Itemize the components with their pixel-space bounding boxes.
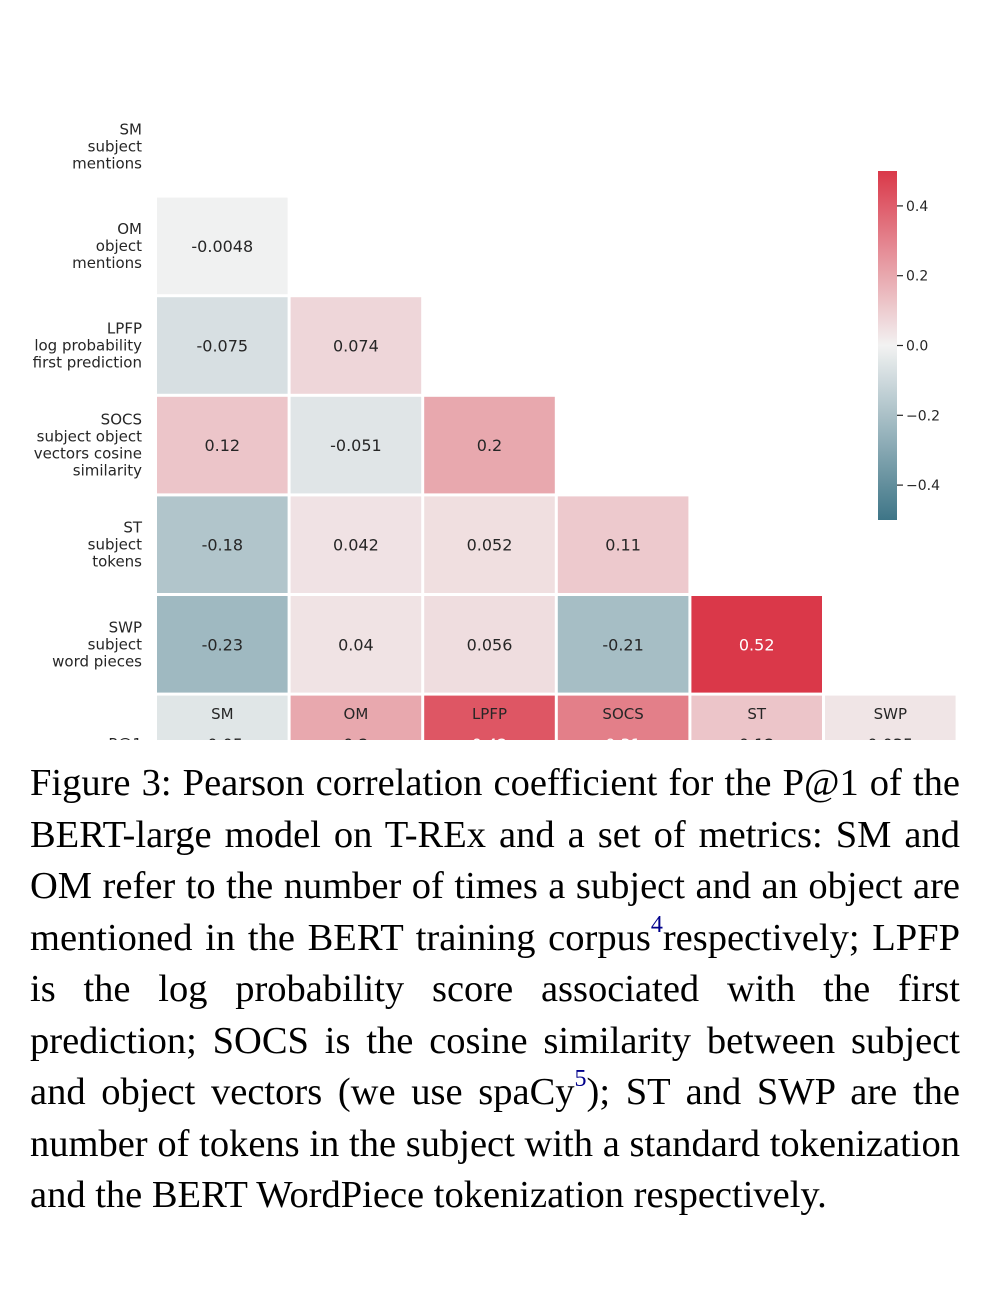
row-label: vectors cosine <box>34 445 142 463</box>
cell-label: 0.11 <box>605 536 641 555</box>
row-label: first prediction <box>33 354 142 372</box>
figure-label: Figure 3: <box>30 762 172 804</box>
heatmap-cell <box>290 596 422 693</box>
heatmap-cell <box>424 496 555 593</box>
row-label: P@1 <box>108 735 142 740</box>
cell-label: 0.2 <box>343 735 368 740</box>
heatmap-cell <box>424 695 555 740</box>
row-label: log probability <box>34 337 142 355</box>
cell-label: 0.31 <box>605 735 641 740</box>
cell-label: -0.21 <box>602 635 643 654</box>
heatmap-cell <box>290 695 422 740</box>
cell-label: 0.042 <box>333 536 379 555</box>
row-label: subject <box>88 137 142 155</box>
heatmap-cell <box>290 496 422 593</box>
heatmap-cell <box>557 596 689 693</box>
cell-label: 0.035 <box>867 735 913 740</box>
colorbar-tick-label: −0.2 <box>906 408 940 424</box>
heatmap-cell <box>157 596 288 693</box>
cell-label: -0.075 <box>197 337 249 356</box>
row-label: ST <box>123 519 143 537</box>
cell-label: 0.056 <box>467 635 513 654</box>
heatmap-cell <box>557 496 689 593</box>
row-label: object <box>96 237 142 255</box>
heatmap-cell <box>290 396 422 494</box>
row-label: subject <box>88 536 142 554</box>
cell-label: -0.05 <box>202 735 243 740</box>
colorbar-tick-label: 0.2 <box>906 269 928 285</box>
row-label: SWP <box>109 618 142 636</box>
row-label: subject object <box>37 428 142 446</box>
colorbar-tick-label: −0.4 <box>906 478 940 494</box>
heatmap-cell <box>157 396 288 494</box>
heatmap-cell <box>691 596 822 693</box>
figure-caption: Figure 3: Pearson correlation coefficien… <box>30 758 960 1222</box>
cell-label: 0.2 <box>477 436 502 455</box>
row-label: subject <box>88 635 142 653</box>
heatmap-cell <box>290 297 422 394</box>
row-label: tokens <box>92 553 142 571</box>
colorbar-tick-label: 0.4 <box>906 199 928 215</box>
caption-text-part3: ); ST and SWP are the number of tokens i… <box>30 1071 960 1216</box>
cell-label: 0.04 <box>338 635 374 654</box>
column-label: SOCS <box>602 705 643 723</box>
row-label: mentions <box>72 154 142 172</box>
heatmap-cell <box>424 596 555 693</box>
column-label: SWP <box>874 705 907 723</box>
heatmap-cell <box>157 496 288 593</box>
row-label: similarity <box>73 462 142 480</box>
cell-label: 0.074 <box>333 337 379 356</box>
cell-label: 0.12 <box>204 436 240 455</box>
heatmap-cell <box>157 197 288 295</box>
heatmap-cell <box>557 695 689 740</box>
caption-text-part1: Pearson correlation coefficient for the … <box>30 762 960 959</box>
heatmap-cell <box>157 695 288 740</box>
heatmap-cell <box>825 695 956 740</box>
heatmap-cell <box>691 695 822 740</box>
cell-label: -0.0048 <box>191 237 253 256</box>
cell-label: -0.18 <box>202 536 243 555</box>
cell-label: 0.12 <box>739 735 775 740</box>
heatmap-cell <box>424 396 555 494</box>
footnote-ref-5[interactable]: 5 <box>574 1066 587 1093</box>
cell-label: 0.52 <box>739 635 775 654</box>
row-label: SM <box>120 120 142 138</box>
cell-label: 0.42 <box>472 735 508 740</box>
colorbar-tick-label: 0.0 <box>906 339 928 355</box>
row-label: word pieces <box>52 652 142 670</box>
caption-text-part2: respectively; LPFP is the log probabilit… <box>30 916 960 1114</box>
row-label: OM <box>117 220 142 238</box>
cell-label: -0.23 <box>202 635 243 654</box>
cell-label: 0.052 <box>467 536 513 555</box>
column-label: ST <box>747 705 767 723</box>
footnote-ref-4[interactable]: 4 <box>650 911 663 938</box>
column-label: OM <box>344 705 369 723</box>
row-label: SOCS <box>101 411 142 429</box>
row-label: mentions <box>72 254 142 272</box>
row-label: LPFP <box>107 320 142 338</box>
column-label: SM <box>211 705 233 723</box>
heatmap-cell <box>157 297 288 394</box>
cell-label: -0.051 <box>330 436 382 455</box>
correlation-heatmap: -0.0048 -0.075 0.074 0.12 -0.051 0.2 -0.18 0.04… <box>33 120 956 740</box>
colorbar <box>878 171 897 520</box>
column-label: LPFP <box>472 705 507 723</box>
